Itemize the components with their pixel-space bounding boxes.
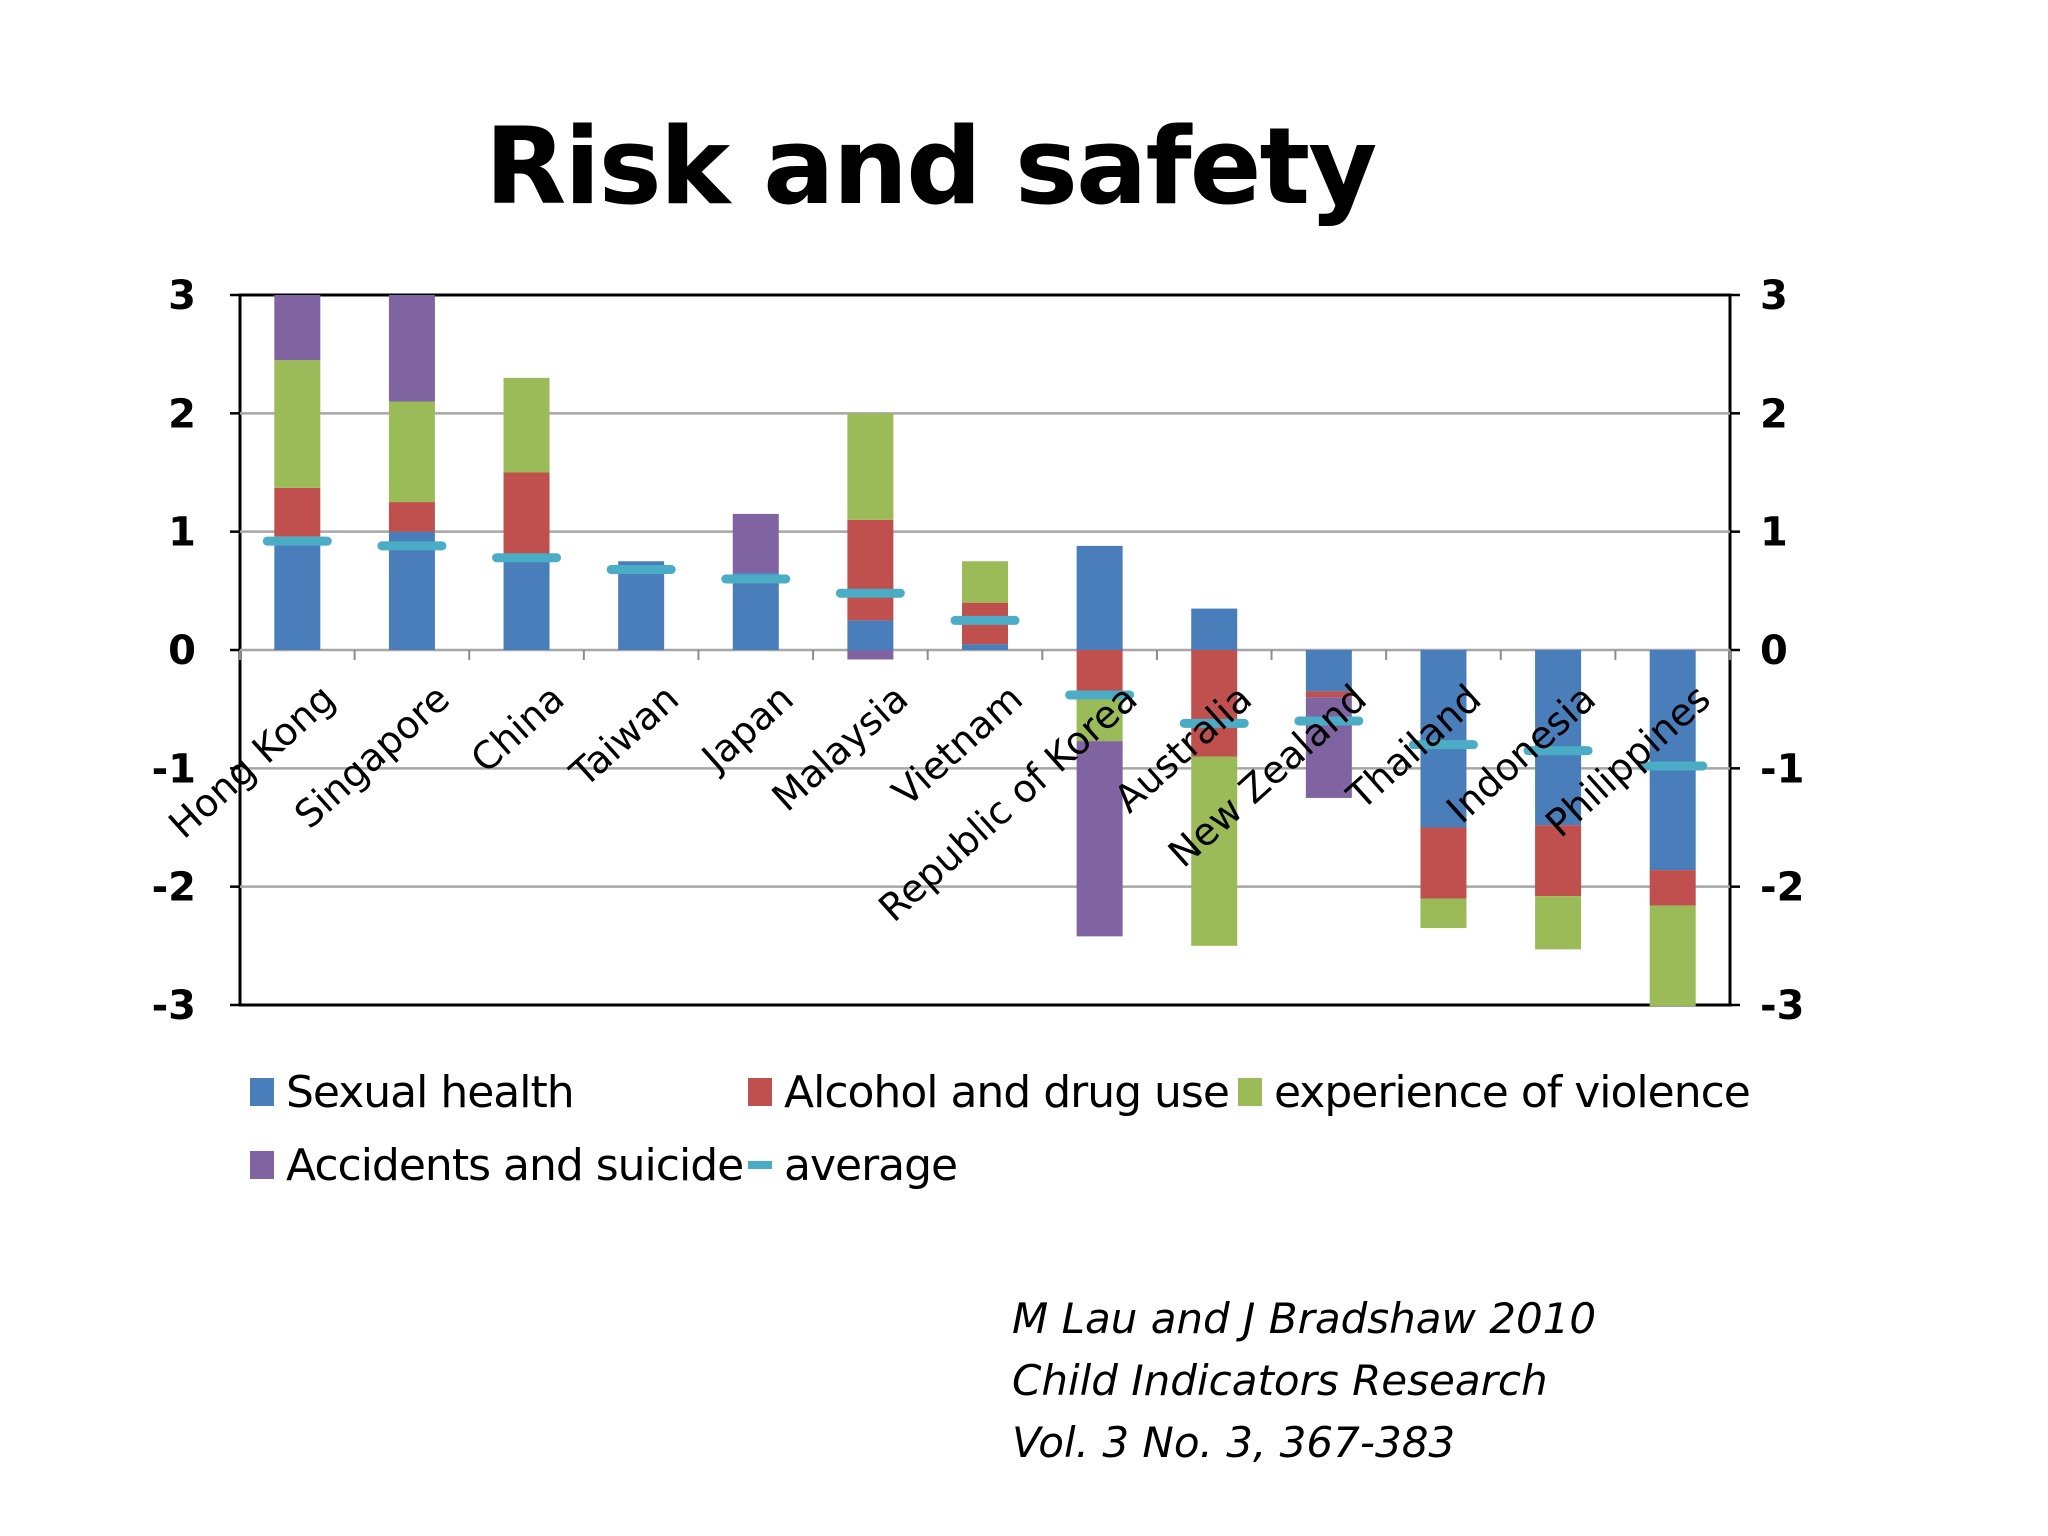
bar-sexual-health-republic-of-korea	[1076, 545, 1123, 650]
y-tick-label-left: -2	[152, 865, 196, 911]
bar-experience-of-violence-china	[503, 377, 550, 473]
bar-experience-of-violence-malaysia	[847, 413, 894, 520]
bar-alcohol-and-drug-use-malaysia	[847, 519, 894, 621]
legend-swatch-experience-of-violence	[1238, 1078, 1262, 1106]
legend-label-sexual-health: Sexual health	[286, 1067, 574, 1118]
y-tick-label-left: 3	[168, 273, 196, 319]
y-tick-label-right: 1	[1760, 510, 1788, 556]
bar-experience-of-violence-australia	[1191, 756, 1238, 946]
y-tick-label-right: 3	[1760, 273, 1788, 319]
bar-experience-of-violence-thailand	[1420, 898, 1467, 929]
bar-experience-of-violence-indonesia	[1535, 896, 1582, 950]
y-tick-label-right: 0	[1760, 628, 1788, 674]
bar-sexual-health-hong-kong	[274, 536, 321, 650]
bar-sexual-health-australia	[1191, 608, 1238, 650]
y-tick-label-left: -1	[152, 746, 196, 792]
slide-title: Risk and safety	[484, 105, 1378, 228]
legend-label-alcohol-and-drug-use: Alcohol and drug use	[784, 1067, 1229, 1118]
bar-sexual-health-china	[503, 555, 550, 650]
bar-sexual-health-malaysia	[847, 620, 894, 650]
bar-accidents-and-suicide-republic-of-korea	[1076, 741, 1123, 937]
bar-sexual-health-japan	[732, 573, 779, 650]
bar-alcohol-and-drug-use-singapore	[388, 502, 435, 532]
bar-accidents-and-suicide-singapore	[388, 295, 435, 402]
bar-alcohol-and-drug-use-new-zealand	[1305, 691, 1352, 698]
bar-experience-of-violence-hong-kong	[274, 360, 321, 488]
legend-label-experience-of-violence: experience of violence	[1274, 1067, 1750, 1118]
y-tick-label-right: -1	[1760, 746, 1804, 792]
legend-label-accidents-and-suicide: Accidents and suicide	[286, 1140, 743, 1191]
bar-sexual-health-singapore	[388, 531, 435, 650]
bar-alcohol-and-drug-use-china	[503, 472, 550, 556]
bar-sexual-health-new-zealand	[1305, 650, 1352, 692]
y-tick-label-left: 2	[168, 391, 196, 437]
citation-volume: Vol. 3 No. 3, 367-383	[1012, 1418, 1456, 1467]
citation-authors: M Lau and J Bradshaw 2010	[1012, 1294, 1597, 1343]
bar-alcohol-and-drug-use-republic-of-korea	[1076, 650, 1123, 692]
bar-accidents-and-suicide-new-zealand	[1305, 697, 1352, 798]
bar-experience-of-violence-republic-of-korea	[1076, 691, 1123, 742]
y-tick-label-left: -3	[152, 983, 196, 1029]
bar-accidents-and-suicide-malaysia	[847, 650, 894, 660]
bar-sexual-health-taiwan	[618, 561, 665, 650]
bar-accidents-and-suicide-hong-kong	[274, 295, 321, 361]
bar-experience-of-violence-vietnam	[962, 561, 1008, 603]
y-tick-label-right: -3	[1760, 983, 1804, 1029]
legend-swatch-sexual-health	[250, 1078, 274, 1106]
legend-label-average: average	[784, 1140, 957, 1191]
y-tick-label-left: 0	[168, 628, 196, 674]
bar-alcohol-and-drug-use-indonesia	[1535, 825, 1582, 897]
bar-alcohol-and-drug-use-thailand	[1420, 827, 1467, 899]
bar-sexual-health-philippines	[1649, 650, 1696, 871]
y-tick-label-right: -2	[1760, 865, 1804, 911]
bar-experience-of-violence-philippines	[1649, 905, 1696, 1007]
bar-accidents-and-suicide-japan	[732, 513, 779, 574]
bar-sexual-health-vietnam	[962, 644, 1008, 650]
legend-swatch-accidents-and-suicide	[250, 1151, 274, 1179]
bar-alcohol-and-drug-use-australia	[1191, 650, 1238, 757]
bar-sexual-health-thailand	[1420, 650, 1467, 828]
citation-journal: Child Indicators Research	[1012, 1356, 1548, 1405]
bar-sexual-health-indonesia	[1535, 650, 1582, 826]
bar-alcohol-and-drug-use-hong-kong	[274, 487, 321, 537]
bar-alcohol-and-drug-use-philippines	[1649, 870, 1696, 906]
citation: M Lau and J Bradshaw 2010 Child Indicato…	[1012, 1288, 1596, 1474]
bar-experience-of-violence-singapore	[388, 401, 435, 503]
y-tick-label-right: 2	[1760, 391, 1788, 437]
legend-swatch-alcohol-and-drug-use	[748, 1078, 772, 1106]
y-tick-label-left: 1	[168, 510, 196, 556]
